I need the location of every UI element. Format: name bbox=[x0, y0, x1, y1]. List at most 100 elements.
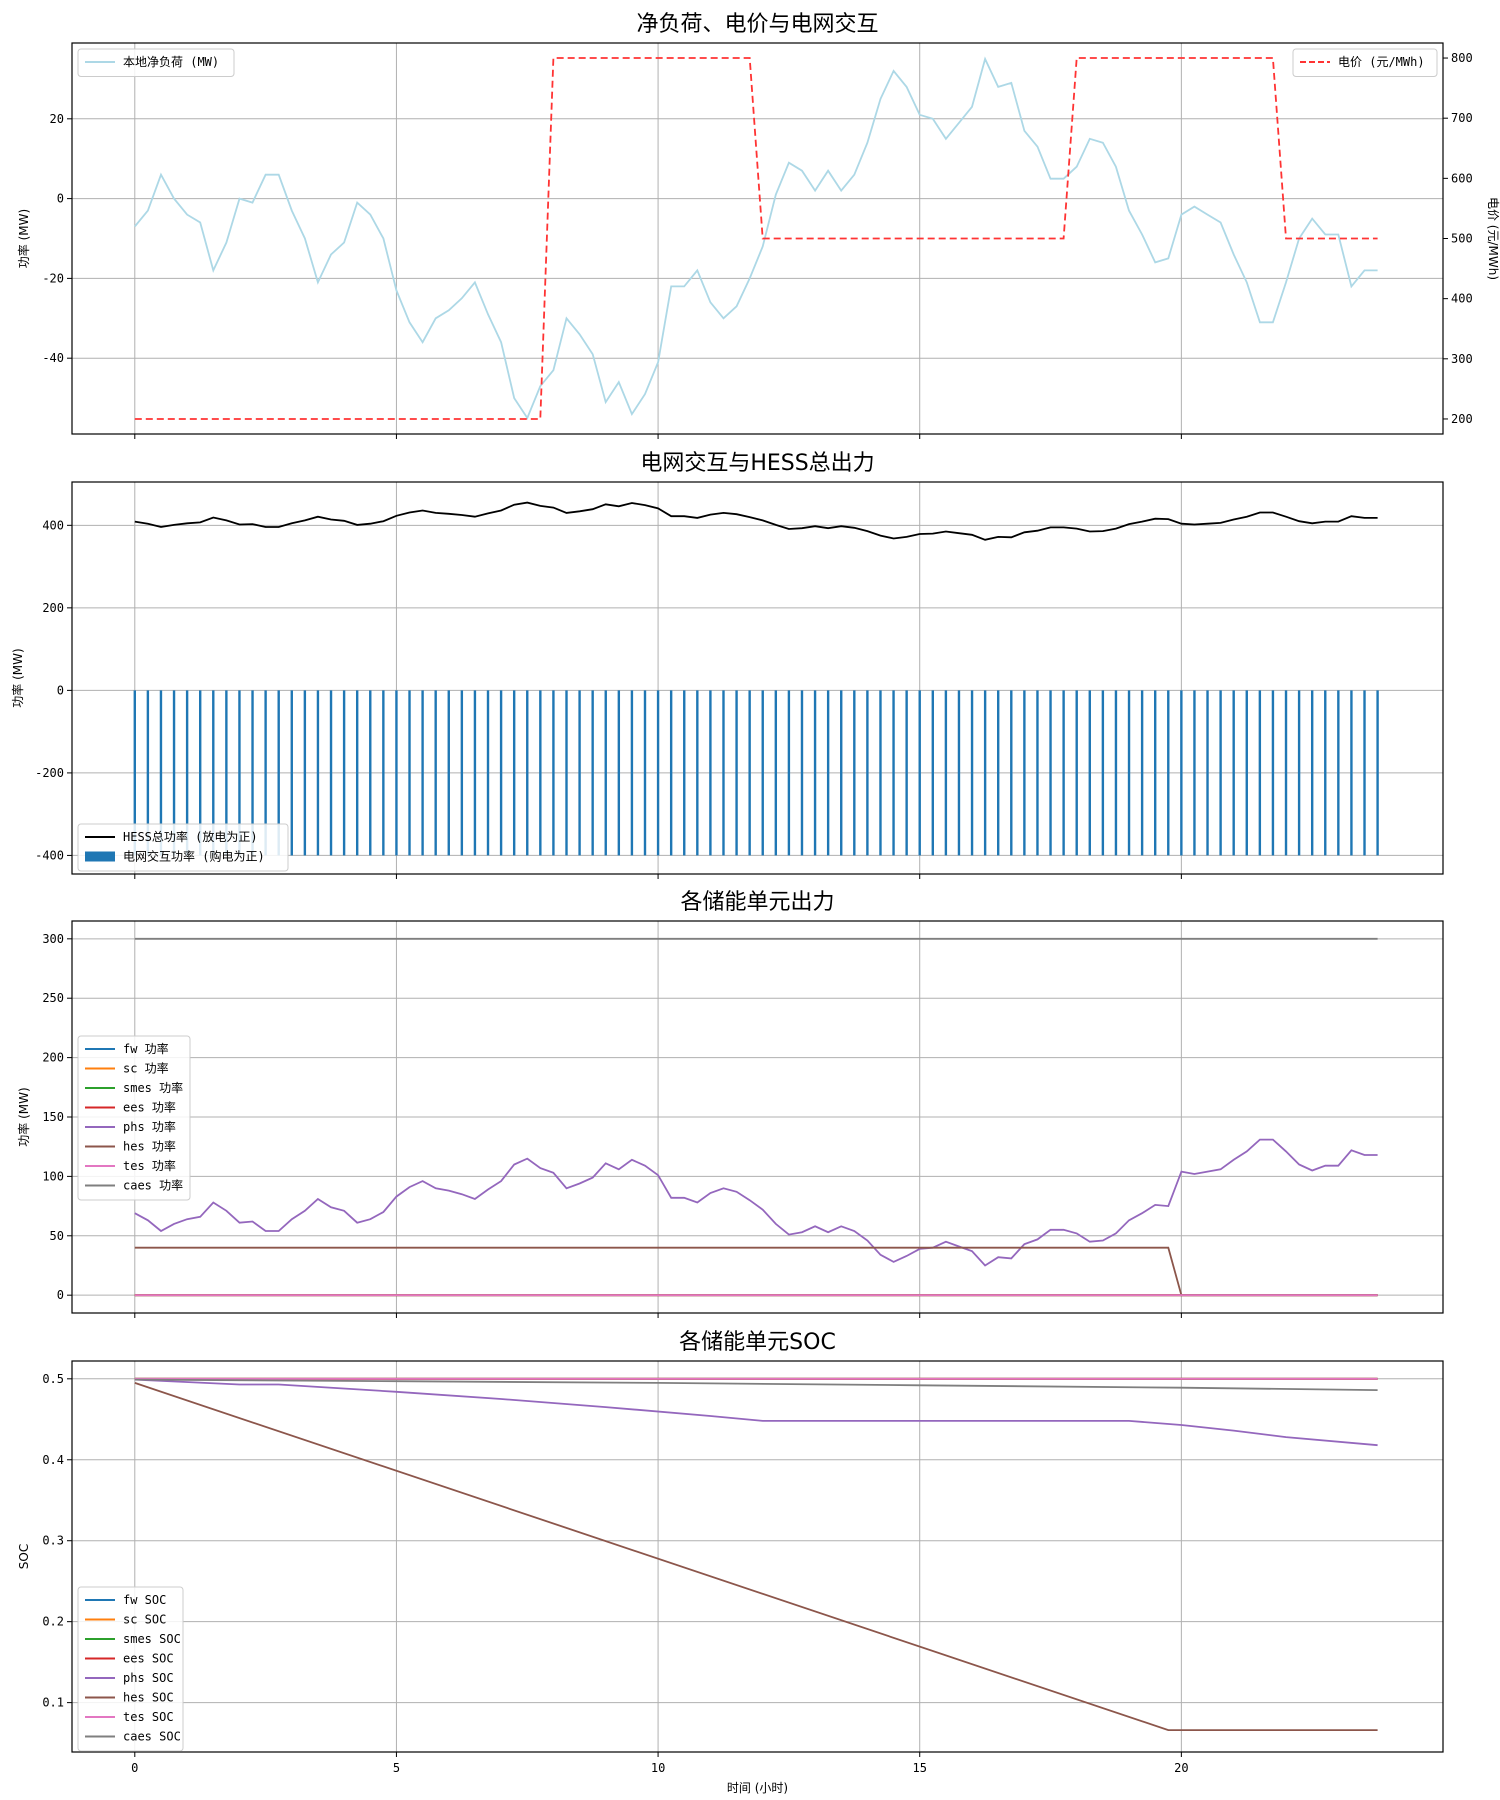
series-line-5 bbox=[134, 1378, 1378, 1447]
bar bbox=[1258, 690, 1262, 856]
bar bbox=[395, 690, 398, 856]
y2-tick-label: 800 bbox=[1451, 51, 1473, 65]
y-tick-label: -40 bbox=[42, 351, 64, 365]
bar bbox=[578, 690, 581, 856]
legend-label: caes 功率 bbox=[123, 1178, 183, 1193]
y-tick-label: 0.3 bbox=[42, 1534, 64, 1548]
bar bbox=[1180, 690, 1183, 856]
bar bbox=[369, 690, 372, 856]
legend-label: 电价 (元/MWh) bbox=[1338, 55, 1425, 69]
x-tick-label: 15 bbox=[912, 1761, 926, 1775]
series-line-5 bbox=[134, 1138, 1378, 1267]
bar bbox=[957, 690, 961, 856]
y-tick-label: 200 bbox=[42, 1051, 64, 1065]
bar bbox=[460, 690, 464, 856]
y2-tick-label: 600 bbox=[1451, 171, 1473, 185]
legend-label: fw 功率 bbox=[123, 1041, 169, 1056]
bar bbox=[1376, 690, 1379, 856]
x-tick-label: 20 bbox=[1174, 1761, 1188, 1775]
y-tick-label: 150 bbox=[42, 1110, 64, 1124]
legend-box bbox=[77, 48, 235, 77]
legend-box bbox=[1292, 48, 1438, 77]
bar bbox=[1297, 690, 1301, 856]
axes-frame bbox=[71, 920, 1444, 1314]
bar bbox=[1127, 690, 1131, 856]
bar bbox=[1337, 690, 1340, 856]
bar bbox=[1245, 690, 1248, 856]
bar bbox=[997, 690, 1000, 856]
bar bbox=[669, 690, 673, 856]
bar bbox=[1023, 690, 1026, 856]
bar bbox=[539, 690, 542, 856]
bar bbox=[722, 690, 725, 856]
y-tick-label: 20 bbox=[50, 112, 64, 126]
bar bbox=[918, 690, 921, 856]
y-tick-label: 300 bbox=[42, 932, 64, 946]
legend-label: phs 功率 bbox=[123, 1119, 176, 1134]
bar bbox=[892, 690, 895, 856]
series-line-6 bbox=[134, 1382, 1378, 1731]
x-axis-label: 时间 (小时) bbox=[727, 1781, 788, 1795]
bar bbox=[879, 690, 882, 856]
y2-tick-label: 700 bbox=[1451, 111, 1473, 125]
bar bbox=[1284, 690, 1288, 856]
chart-title: 各储能单元出力 bbox=[680, 890, 834, 915]
bar bbox=[316, 690, 320, 856]
legend-label: smes 功率 bbox=[123, 1080, 183, 1095]
bar bbox=[656, 690, 660, 856]
y-tick-label: 200 bbox=[42, 601, 64, 615]
x-tick-label: 0 bbox=[131, 1761, 138, 1775]
bar bbox=[1088, 690, 1091, 856]
bar bbox=[1049, 690, 1052, 856]
bar bbox=[1036, 690, 1039, 856]
bar bbox=[643, 690, 647, 856]
bar bbox=[1206, 690, 1209, 856]
y-tick-label: 400 bbox=[42, 518, 64, 532]
bar bbox=[604, 690, 607, 856]
bar bbox=[225, 690, 228, 856]
bar bbox=[421, 690, 424, 856]
bar bbox=[1232, 690, 1235, 856]
bar bbox=[1193, 690, 1196, 856]
y-axis-label: 功率 (MW) bbox=[16, 209, 31, 268]
bar bbox=[800, 690, 804, 856]
bar bbox=[617, 690, 621, 856]
bar bbox=[1310, 690, 1314, 856]
bar bbox=[159, 690, 163, 856]
series-line-2 bbox=[134, 57, 1378, 420]
y-axis-label: 功率 (MW) bbox=[10, 648, 25, 707]
legend-label: tes 功率 bbox=[123, 1158, 176, 1173]
legend-label: smes SOC bbox=[123, 1632, 181, 1646]
bar bbox=[434, 690, 437, 856]
legend-label: hes SOC bbox=[123, 1691, 174, 1705]
bar bbox=[1140, 690, 1144, 856]
bar bbox=[172, 690, 176, 856]
legend-label: sc SOC bbox=[123, 1613, 166, 1627]
y2-axis-label: 电价 (元/MWh) bbox=[1486, 197, 1500, 280]
chart-title: 净负荷、电价与电网交互 bbox=[636, 12, 878, 37]
axes-frame bbox=[71, 42, 1444, 435]
y-tick-label: 100 bbox=[42, 1169, 64, 1183]
x-tick-label: 5 bbox=[393, 1761, 400, 1775]
series-line-1 bbox=[134, 56, 1378, 420]
legend-label: HESS总功率 (放电为正) bbox=[123, 829, 258, 844]
series-line-8 bbox=[134, 1378, 1378, 1391]
y-tick-label: -200 bbox=[35, 766, 64, 780]
y-tick-label: 0.2 bbox=[42, 1615, 64, 1629]
bar bbox=[329, 690, 333, 856]
legend-label: tes SOC bbox=[123, 1710, 174, 1724]
y-tick-label: 250 bbox=[42, 991, 64, 1005]
bar bbox=[905, 690, 908, 856]
bar bbox=[696, 690, 699, 856]
y2-tick-label: 200 bbox=[1451, 412, 1473, 426]
axes-frame bbox=[71, 1360, 1444, 1753]
chart-panel-4: 0.1 0.2 0.3 0.4 0.5 各储能单元SOC SOC 0 5 10 15 20 时间 (小时… bbox=[17, 1330, 1444, 1795]
bar bbox=[133, 690, 136, 856]
bar bbox=[853, 690, 856, 856]
y-tick-label: 0 bbox=[57, 683, 64, 697]
series-line-1 bbox=[134, 501, 1378, 541]
y2-tick-label: 400 bbox=[1451, 292, 1473, 306]
bar bbox=[774, 690, 778, 856]
bar bbox=[1219, 690, 1222, 856]
